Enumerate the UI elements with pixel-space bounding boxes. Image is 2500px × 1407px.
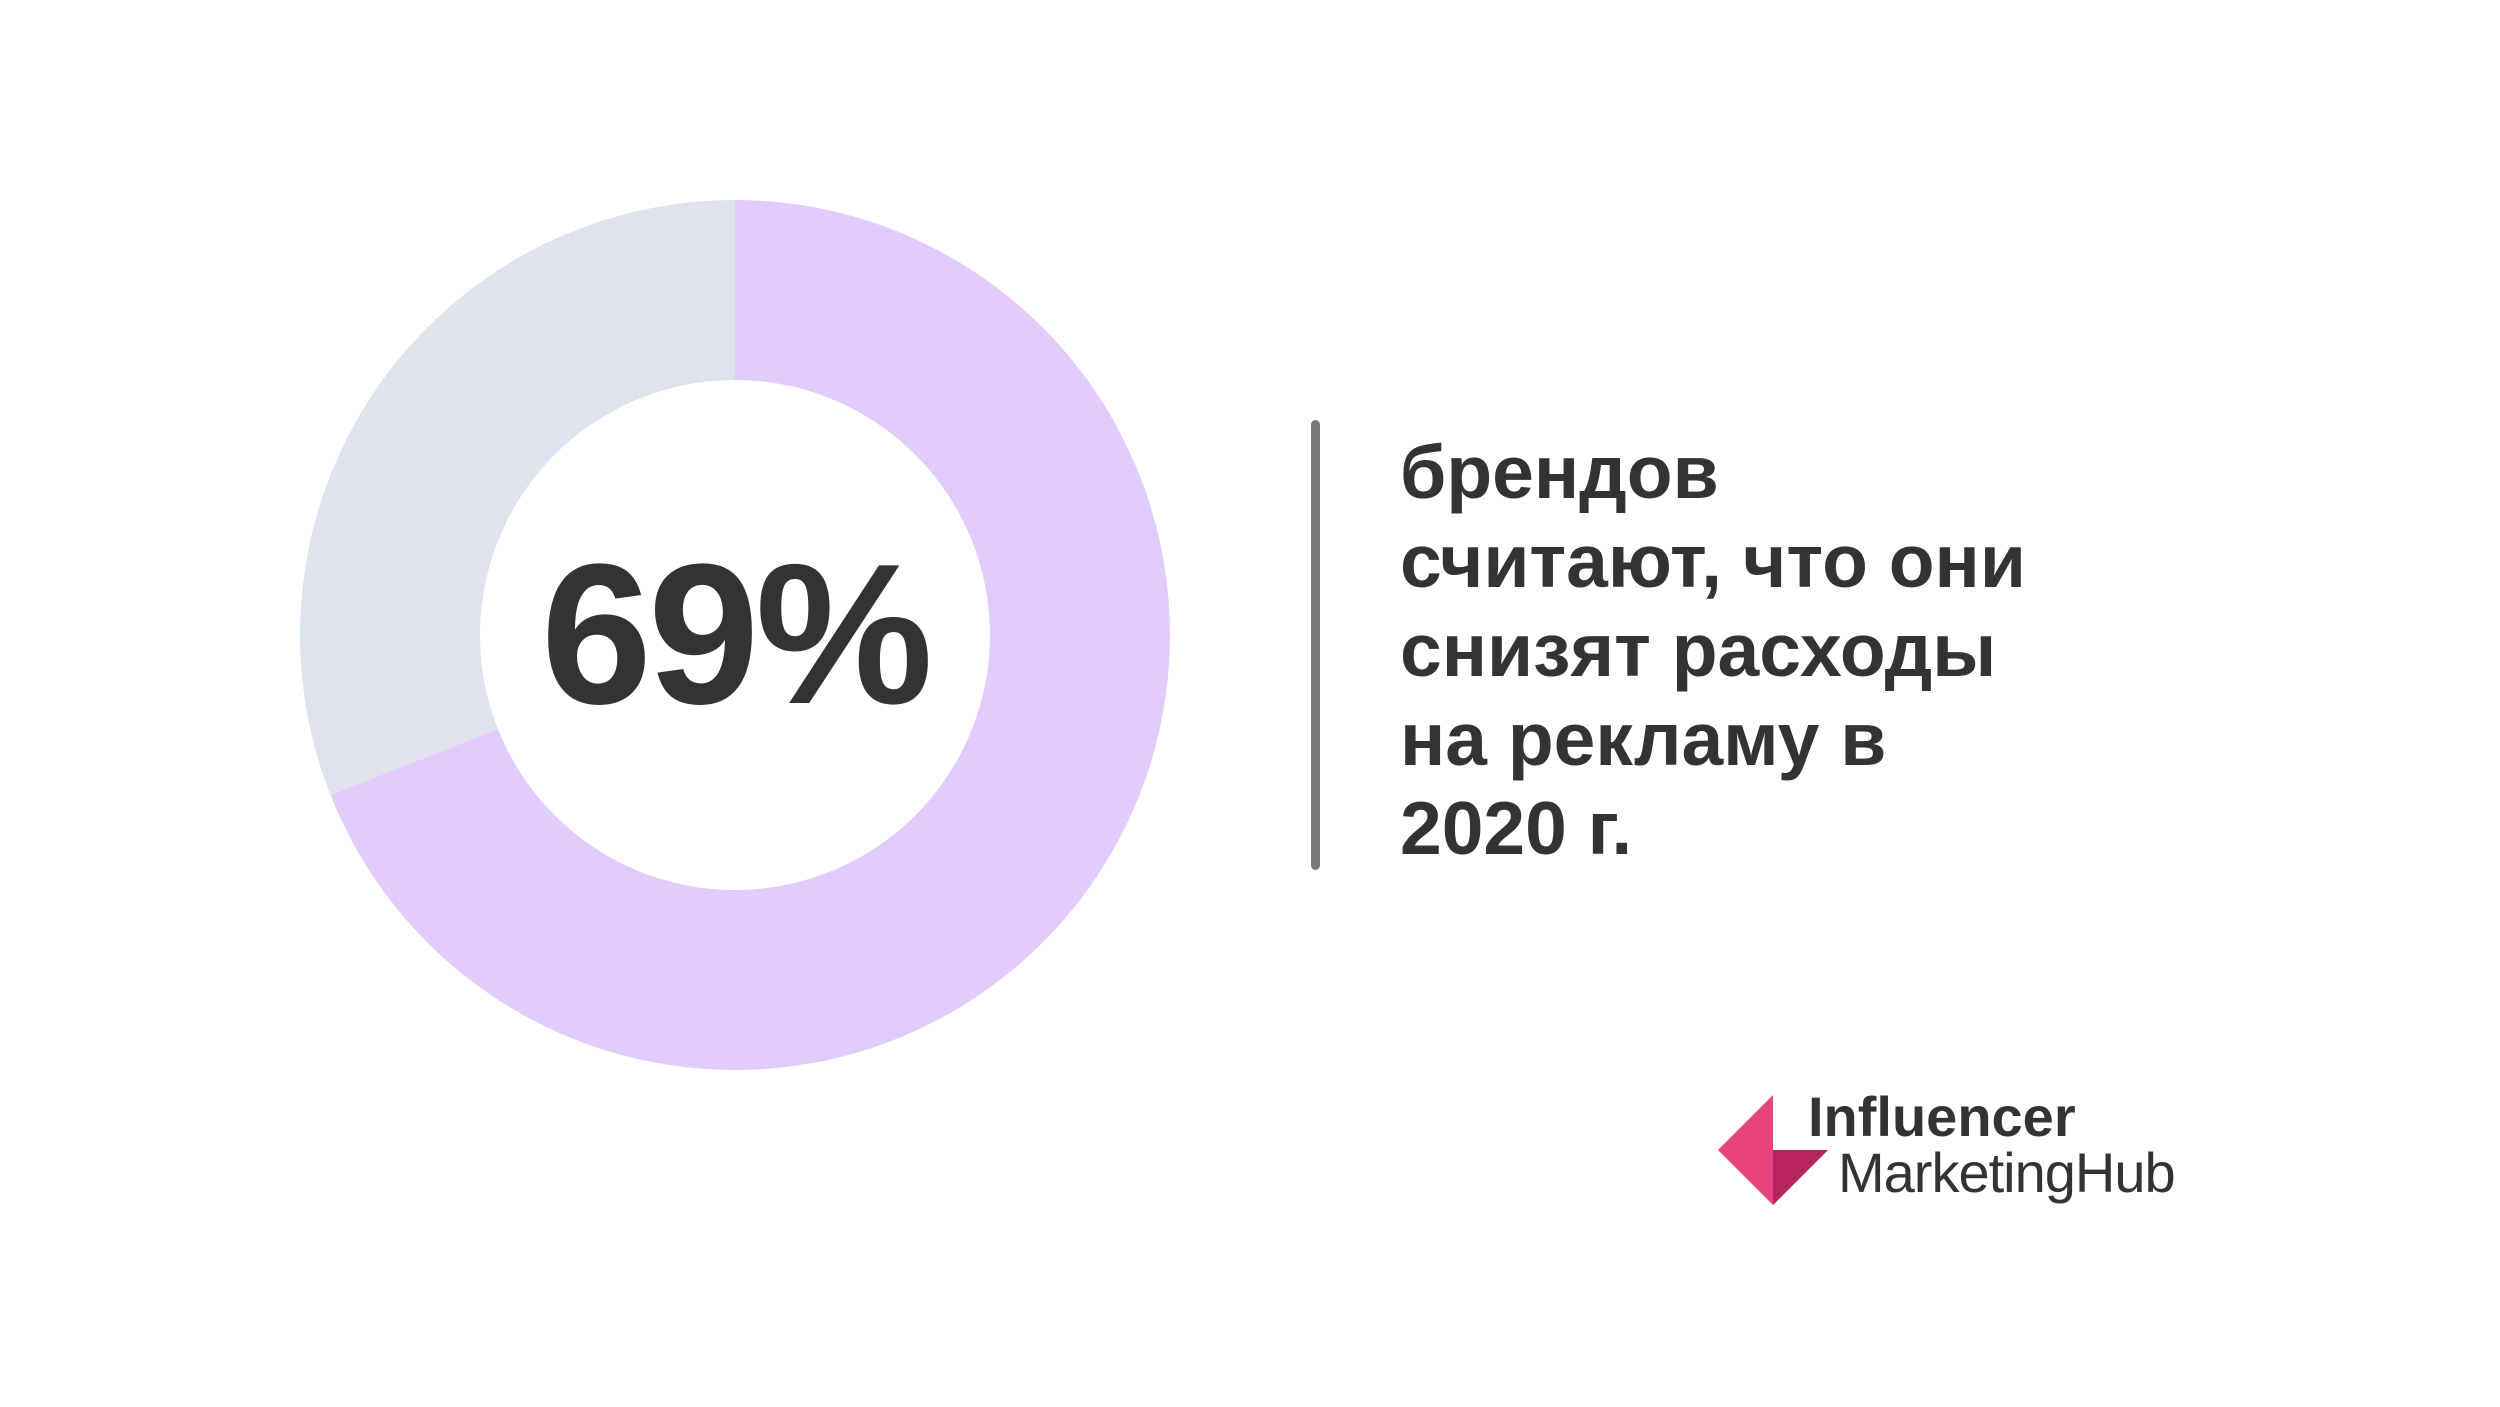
caption-line-2: считают, что они — [1400, 519, 2026, 603]
caption-line-4: на рекламу в — [1400, 697, 1887, 781]
influencer-marketing-hub-logo: Influencer MarketingHub — [1718, 1085, 2218, 1215]
donut-chart — [300, 200, 1170, 1070]
caption-line-3: снизят расходы — [1400, 608, 1997, 692]
divider-line — [1311, 420, 1320, 870]
caption-text: брендов считают, что они снизят расходы … — [1400, 428, 2200, 873]
donut-center-value: 69% — [540, 523, 933, 746]
logo-text-influencer: Influencer — [1808, 1085, 2076, 1148]
donut-slice-1 — [330, 200, 1170, 1070]
logo-text-marketinghub: MarketingHub — [1838, 1141, 2176, 1204]
caption-line-1: брендов — [1400, 430, 1719, 514]
donut-slice-2 — [300, 200, 735, 796]
caption-line-5: 2020 г. — [1400, 786, 1633, 870]
logo-mark-icon — [1718, 1095, 1828, 1205]
